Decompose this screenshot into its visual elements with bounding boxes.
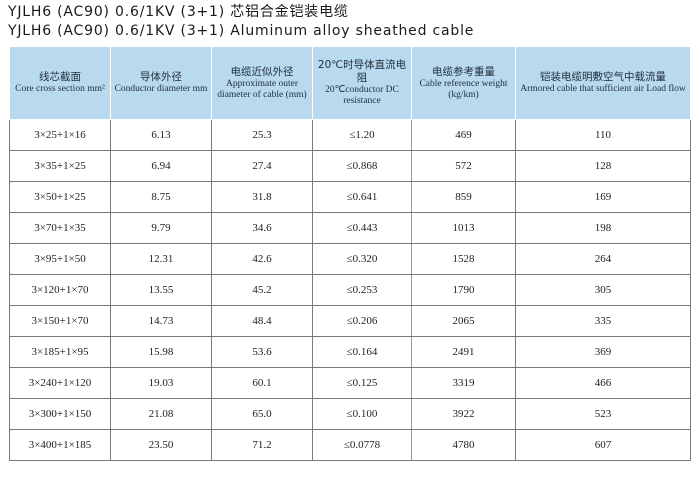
table-row: 3×70+1×35 9.79 34.6 ≤0.443 1013 198 (9, 212, 691, 244)
table-cell: ≤0.125 (312, 367, 412, 399)
table-row: 3×95+1×50 12.31 42.6 ≤0.320 1528 264 (9, 243, 691, 275)
table-cell: 6.13 (110, 119, 212, 151)
column-header-conductor-diameter: 导体外径 Conductor diameter mm (110, 46, 212, 120)
table-cell: 42.6 (211, 243, 313, 275)
table-cell: 71.2 (211, 429, 313, 461)
table-row: 3×120+1×70 13.55 45.2 ≤0.253 1790 305 (9, 274, 691, 306)
table-cell: 3×240+1×120 (9, 367, 111, 399)
table-cell: 469 (411, 119, 516, 151)
table-cell: ≤1.20 (312, 119, 412, 151)
table-cell: 110 (515, 119, 691, 151)
table-cell: 3×25+1×16 (9, 119, 111, 151)
table-cell: 3×50+1×25 (9, 181, 111, 213)
table-cell: 466 (515, 367, 691, 399)
column-header-core-section: 线芯截面 Core cross section mm² (9, 46, 111, 120)
table-cell: 9.79 (110, 212, 212, 244)
table-cell: 4780 (411, 429, 516, 461)
table-cell: 3×300+1×150 (9, 398, 111, 430)
table-cell: 3922 (411, 398, 516, 430)
table-row: 3×25+1×16 6.13 25.3 ≤1.20 469 110 (9, 119, 691, 151)
table-cell: 264 (515, 243, 691, 275)
table-cell: 859 (411, 181, 516, 213)
table-cell: ≤0.164 (312, 336, 412, 368)
table-cell: 53.6 (211, 336, 313, 368)
table-row: 3×35+1×25 6.94 27.4 ≤0.868 572 128 (9, 150, 691, 182)
table-cell: 305 (515, 274, 691, 306)
table-cell: 1528 (411, 243, 516, 275)
table-cell: 45.2 (211, 274, 313, 306)
page-title-chinese: YJLH6 (AC90) 0.6/1KV (3+1) 芯铝合金铠装电缆 (8, 4, 349, 20)
table-cell: 34.6 (211, 212, 313, 244)
table-cell: 19.03 (110, 367, 212, 399)
table-cell: 25.3 (211, 119, 313, 151)
page-title-english: YJLH6 (AC90) 0.6/1KV (3+1) Aluminum allo… (8, 23, 475, 39)
table-row: 3×50+1×25 8.75 31.8 ≤0.641 859 169 (9, 181, 691, 213)
table-cell: ≤0.253 (312, 274, 412, 306)
table-cell: 128 (515, 150, 691, 182)
table-cell: 198 (515, 212, 691, 244)
column-header-weight: 电缆参考重量 Cable reference weight (kg/km) (411, 46, 516, 120)
table-cell: 523 (515, 398, 691, 430)
table-cell: 3×150+1×70 (9, 305, 111, 337)
table-cell: 3×185+1×95 (9, 336, 111, 368)
table-cell: 6.94 (110, 150, 212, 182)
table-cell: 3×95+1×50 (9, 243, 111, 275)
table-row: 3×300+1×150 21.08 65.0 ≤0.100 3922 523 (9, 398, 691, 430)
table-row: 3×240+1×120 19.03 60.1 ≤0.125 3319 466 (9, 367, 691, 399)
table-cell: 335 (515, 305, 691, 337)
table-cell: ≤0.443 (312, 212, 412, 244)
table-cell: 3319 (411, 367, 516, 399)
column-header-load-flow: 铠装电缆明敷空气中载流量 Armored cable that sufficien… (515, 46, 691, 120)
column-header-outer-diameter: 电缆近似外径 Approximate outer diameter of cabl… (211, 46, 313, 120)
table-cell: 1013 (411, 212, 516, 244)
table-cell: ≤0.100 (312, 398, 412, 430)
table-cell: 2065 (411, 305, 516, 337)
table-cell: 607 (515, 429, 691, 461)
table-cell: 14.73 (110, 305, 212, 337)
table-cell: ≤0.206 (312, 305, 412, 337)
table-cell: 31.8 (211, 181, 313, 213)
table-cell: 369 (515, 336, 691, 368)
table-cell: 2491 (411, 336, 516, 368)
table-row: 3×185+1×95 15.98 53.6 ≤0.164 2491 369 (9, 336, 691, 368)
table-cell: 13.55 (110, 274, 212, 306)
table-cell: ≤0.641 (312, 181, 412, 213)
table-cell: 23.50 (110, 429, 212, 461)
column-header-dc-resistance: 20℃时导体直流电阻 20℃conductor DC resistance (312, 46, 412, 120)
cable-spec-table: 线芯截面 Core cross section mm² 导体外径 Conductor… (9, 46, 691, 461)
table-cell: 65.0 (211, 398, 313, 430)
table-row: 3×150+1×70 14.73 48.4 ≤0.206 2065 335 (9, 305, 691, 337)
table-row: 3×400+1×185 23.50 71.2 ≤0.0778 4780 607 (9, 429, 691, 461)
table-cell: 15.98 (110, 336, 212, 368)
table-cell: 3×35+1×25 (9, 150, 111, 182)
table-cell: 60.1 (211, 367, 313, 399)
table-cell: 27.4 (211, 150, 313, 182)
table-cell: ≤0.320 (312, 243, 412, 275)
table-cell: 12.31 (110, 243, 212, 275)
table-cell: 21.08 (110, 398, 212, 430)
table-cell: 572 (411, 150, 516, 182)
table-cell: ≤0.868 (312, 150, 412, 182)
table-cell: 3×120+1×70 (9, 274, 111, 306)
table-cell: 169 (515, 181, 691, 213)
table-cell: 1790 (411, 274, 516, 306)
table-cell: 3×70+1×35 (9, 212, 111, 244)
table-cell: 48.4 (211, 305, 313, 337)
table-cell: ≤0.0778 (312, 429, 412, 461)
table-cell: 8.75 (110, 181, 212, 213)
table-header-row: 线芯截面 Core cross section mm² 导体外径 Conductor… (9, 46, 691, 120)
table-cell: 3×400+1×185 (9, 429, 111, 461)
